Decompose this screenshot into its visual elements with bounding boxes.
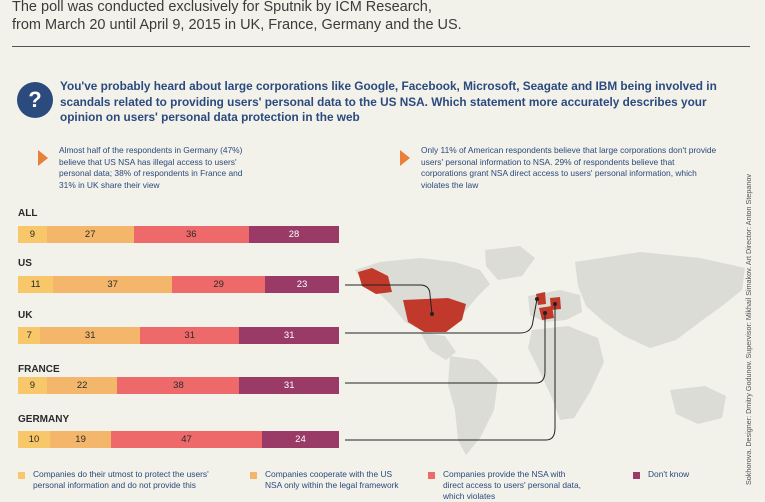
- category-label: US: [18, 258, 32, 269]
- bar-row: 9 27 36 28: [18, 226, 339, 243]
- category-label: UK: [18, 310, 33, 321]
- bar-row: 7 31 31 31: [18, 327, 339, 344]
- bar-segment: 7: [18, 327, 41, 344]
- france-connector: [345, 313, 546, 384]
- legend-label: Companies provide the NSA with direct ac…: [443, 469, 581, 501]
- bar-segment: 29: [172, 276, 266, 293]
- bar-segment: 27: [46, 226, 134, 243]
- bar-segment: 28: [249, 226, 339, 243]
- bar-segment: 37: [53, 276, 173, 293]
- us-note: Only 11% of American respondents believe…: [421, 145, 717, 190]
- alaska-highlight: [358, 268, 392, 294]
- legend-label: Don't know: [648, 469, 690, 479]
- bar-row: 9 22 38 31: [18, 377, 339, 394]
- bar-segment: 9: [18, 226, 47, 243]
- bar-segment: 11: [18, 276, 54, 293]
- uk-dot: [535, 297, 539, 301]
- header-divider: [12, 46, 750, 47]
- bar-row: 10 19 47 24: [18, 431, 339, 448]
- intro-text: The poll was conducted exclusively for S…: [12, 0, 752, 34]
- germany-connector: [345, 304, 556, 441]
- credits-text: Sokhorova. Designer: Dmitry Godunov. Sup…: [744, 174, 753, 485]
- uk-connector: [345, 298, 538, 334]
- bar-segment: 19: [50, 431, 112, 448]
- germany-dot: [553, 302, 557, 306]
- legend-label: Companies do their utmost to protect the…: [33, 469, 209, 490]
- legend-swatch: [633, 472, 640, 479]
- bar-segment: 10: [18, 431, 51, 448]
- note-arrow-icon: [400, 150, 410, 166]
- legend-label: Companies cooperate with the US NSA only…: [265, 469, 399, 490]
- us-highlight: [403, 298, 466, 332]
- uk-highlight: [536, 292, 546, 305]
- us-dot: [430, 312, 434, 316]
- bar-segment: 38: [117, 377, 240, 394]
- france-dot: [543, 311, 547, 315]
- legend-swatch: [428, 472, 435, 479]
- survey-question: You've probably heard about large corpor…: [60, 79, 717, 124]
- germany-note: Almost half of the respondents in German…: [59, 145, 243, 190]
- legend-item: Companies cooperate with the US NSA only…: [250, 469, 400, 491]
- category-label: GERMANY: [18, 414, 70, 425]
- legend-item: Companies do their utmost to protect the…: [18, 469, 228, 491]
- bar-segment: 23: [265, 276, 339, 293]
- map-land: [355, 246, 745, 455]
- bar-segment: 31: [239, 327, 339, 344]
- category-label: ALL: [18, 208, 38, 219]
- legend-item: Companies provide the NSA with direct ac…: [428, 469, 588, 502]
- legend-swatch: [18, 472, 25, 479]
- us-connector: [345, 284, 433, 315]
- category-label: FRANCE: [18, 364, 60, 375]
- bar-segment: 31: [139, 327, 240, 344]
- bar-segment: 31: [40, 327, 140, 344]
- bar-segment: 47: [111, 431, 262, 448]
- bar-segment: 31: [239, 377, 339, 394]
- bar-segment: 36: [133, 226, 250, 243]
- bar-segment: 22: [46, 377, 118, 394]
- bar-segment: 24: [261, 431, 339, 448]
- note-arrow-icon: [38, 150, 48, 166]
- intro-line-1: The poll was conducted exclusively for S…: [12, 0, 432, 15]
- legend-swatch: [250, 472, 257, 479]
- legend-item: Don't know: [633, 469, 723, 480]
- question-icon: ?: [17, 82, 53, 118]
- intro-line-2: from March 20 until April 9, 2015 in UK,…: [12, 17, 462, 33]
- bar-row: 11 37 29 23: [18, 276, 339, 293]
- bar-segment: 9: [18, 377, 47, 394]
